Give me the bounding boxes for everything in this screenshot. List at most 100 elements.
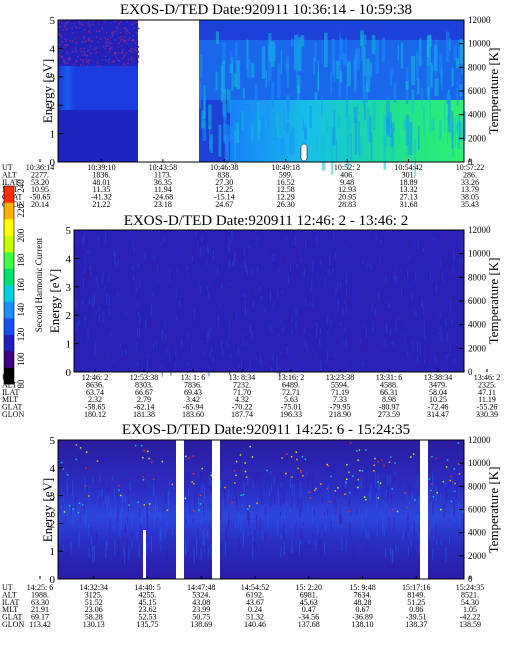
streak	[311, 477, 313, 490]
streak	[84, 478, 86, 491]
speckle	[83, 59, 86, 61]
speckle	[77, 39, 80, 41]
streak	[259, 516, 261, 531]
streak	[365, 538, 367, 548]
streak	[172, 333, 174, 346]
streak	[220, 65, 224, 102]
streak	[439, 326, 441, 332]
streak	[395, 544, 397, 552]
streak	[233, 257, 235, 265]
streak	[330, 320, 332, 327]
streak	[131, 292, 133, 302]
speckle	[128, 50, 131, 52]
speckle	[109, 42, 112, 45]
streak	[398, 263, 400, 271]
streak	[382, 517, 384, 533]
speckle	[142, 457, 144, 459]
info-cell: 28.83	[338, 200, 356, 209]
streak	[446, 354, 448, 361]
streak	[257, 321, 259, 327]
streak	[283, 523, 285, 540]
y2-tick-label: 2000	[468, 133, 487, 143]
streak	[95, 310, 97, 315]
info-cell: 3.42	[186, 395, 200, 404]
speckle	[388, 461, 391, 463]
speckle	[135, 32, 138, 34]
colorbar-cell	[4, 285, 14, 302]
streak	[394, 270, 396, 280]
streak	[276, 363, 278, 374]
streak	[367, 547, 369, 561]
streak	[436, 348, 438, 353]
info-cell: 3125.	[85, 590, 103, 599]
streak	[308, 539, 310, 545]
streak	[112, 476, 114, 481]
streak	[186, 311, 188, 317]
streak	[260, 484, 262, 493]
streak	[89, 262, 91, 270]
streak	[285, 327, 287, 336]
streak	[280, 482, 282, 488]
speckle	[67, 28, 69, 30]
streak	[330, 264, 332, 274]
streak	[432, 237, 434, 241]
streak	[243, 356, 245, 360]
streak	[169, 494, 171, 498]
streak	[149, 512, 151, 517]
speckle	[129, 29, 132, 32]
streak	[79, 260, 81, 265]
streak	[160, 544, 162, 552]
streak	[277, 237, 279, 246]
streak	[59, 518, 61, 523]
streak	[426, 337, 428, 346]
speckle	[404, 492, 406, 494]
speckle	[85, 58, 87, 61]
info-cell: 1173.	[154, 170, 172, 179]
y-tick-label: 5	[66, 225, 72, 237]
info-cell: 66.67	[135, 388, 153, 397]
speckle	[119, 20, 122, 23]
streak	[437, 512, 439, 518]
speckle	[118, 484, 120, 487]
streak	[183, 346, 185, 354]
colorbar-cell	[4, 252, 14, 269]
streak	[285, 528, 287, 538]
info-cell: 130.13	[83, 620, 105, 629]
info-cell: 45.15	[139, 598, 157, 607]
streak	[168, 480, 170, 496]
streak	[192, 518, 194, 523]
streak	[440, 306, 442, 316]
info-cell: 66.31	[380, 388, 398, 397]
speckle	[118, 50, 121, 52]
streak	[455, 58, 460, 69]
streak	[200, 286, 202, 295]
speckle	[114, 51, 116, 53]
streak	[97, 490, 99, 500]
streak	[170, 235, 172, 247]
streak	[277, 520, 279, 537]
streak	[180, 338, 182, 347]
speckle	[135, 41, 138, 44]
streak	[416, 342, 418, 353]
streak	[333, 232, 335, 242]
speckle	[108, 61, 110, 64]
streak	[159, 512, 161, 521]
streak	[85, 346, 87, 350]
streak	[155, 496, 157, 509]
info-cell: 53.20	[31, 178, 49, 187]
speckle	[116, 47, 119, 49]
streak	[263, 287, 265, 296]
speckle	[120, 22, 123, 24]
info-cell: 13.32	[400, 185, 418, 194]
speckle	[113, 62, 116, 65]
speckle	[77, 34, 79, 37]
speckle	[116, 59, 119, 61]
panel-3-y2label: Temperature [K]	[486, 467, 501, 554]
streak	[220, 359, 222, 371]
y-tick-label: 0	[50, 157, 56, 169]
streak	[201, 482, 203, 494]
streak	[63, 492, 65, 503]
info-cell: 12:46: 2	[82, 373, 108, 382]
y-tick-label: 0	[50, 574, 56, 586]
streak	[212, 356, 214, 363]
